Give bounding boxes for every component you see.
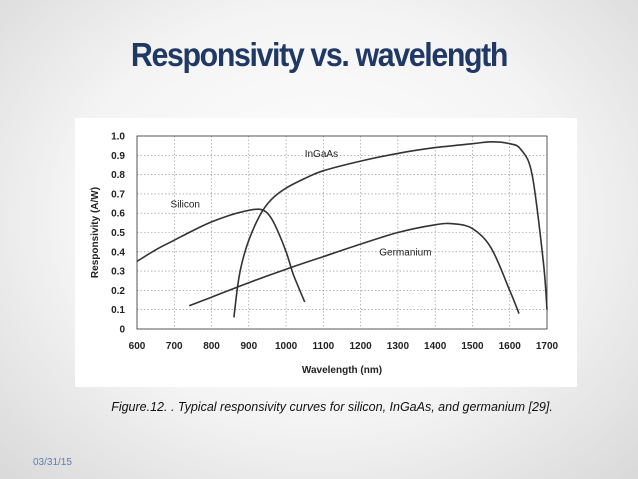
series-label-silicon: Silicon: [171, 199, 200, 210]
x-tick-label: 1100: [313, 341, 335, 352]
chart-tick-labels: 600 700 800 900 1000 1100 1200 1300 1400 1500 1600…: [111, 132, 558, 353]
x-tick-label: 1400: [424, 341, 447, 352]
series-line-germanium: [188, 222, 520, 314]
x-tick-label: 1600: [499, 341, 522, 352]
y-tick-label: 0.1: [111, 305, 125, 316]
series-line-silicon: [136, 208, 306, 303]
y-tick-label: 0.3: [111, 267, 125, 278]
slide-title: Responsivity vs. wavelength: [130, 36, 509, 73]
chart-annotations: Silicon InGaAs Germanium: [171, 149, 432, 258]
x-tick-label: 1200: [350, 341, 373, 352]
x-tick-label: 600: [129, 341, 146, 352]
y-tick-label: 0.4: [111, 247, 125, 258]
y-tick-label: 0.7: [111, 189, 125, 200]
x-tick-label: 1000: [275, 341, 298, 352]
series-line-ingaas: [233, 140, 548, 318]
y-tick-label: 0.8: [111, 170, 125, 181]
y-axis-label: Responsivity (A/W): [90, 187, 101, 278]
plot-frame: [136, 135, 548, 330]
figure-caption: Figure.12. . Typical responsivity curves…: [111, 400, 553, 414]
x-tick-label: 700: [166, 341, 183, 352]
chart-panel: 600 700 800 900 1000 1100 1200 1300 1400 1500 1600…: [75, 118, 577, 387]
x-tick-label: 1300: [387, 341, 410, 352]
y-tick-label: 0.5: [111, 228, 125, 239]
x-tick-label: 1700: [536, 341, 559, 352]
responsivity-chart: 600 700 800 900 1000 1100 1200 1300 1400 1500 1600…: [90, 132, 559, 377]
series-label-germanium: Germanium: [379, 248, 431, 259]
x-axis-label: Wavelength (nm): [302, 365, 382, 376]
y-tick-label: 0: [119, 325, 125, 336]
x-tick-label: 900: [240, 341, 257, 352]
x-tick-label: 800: [203, 341, 220, 352]
x-tick-label: 1500: [461, 341, 484, 352]
y-tick-label: 0.2: [111, 286, 125, 297]
chart-axes: [136, 135, 548, 330]
y-tick-label: 0.9: [111, 151, 125, 162]
series-label-ingaas: InGaAs: [305, 149, 338, 160]
chart-series: [136, 140, 548, 318]
y-tick-label: 0.6: [111, 209, 125, 220]
slide-date: 03/31/15: [33, 457, 72, 468]
y-tick-label: 1.0: [111, 132, 125, 143]
